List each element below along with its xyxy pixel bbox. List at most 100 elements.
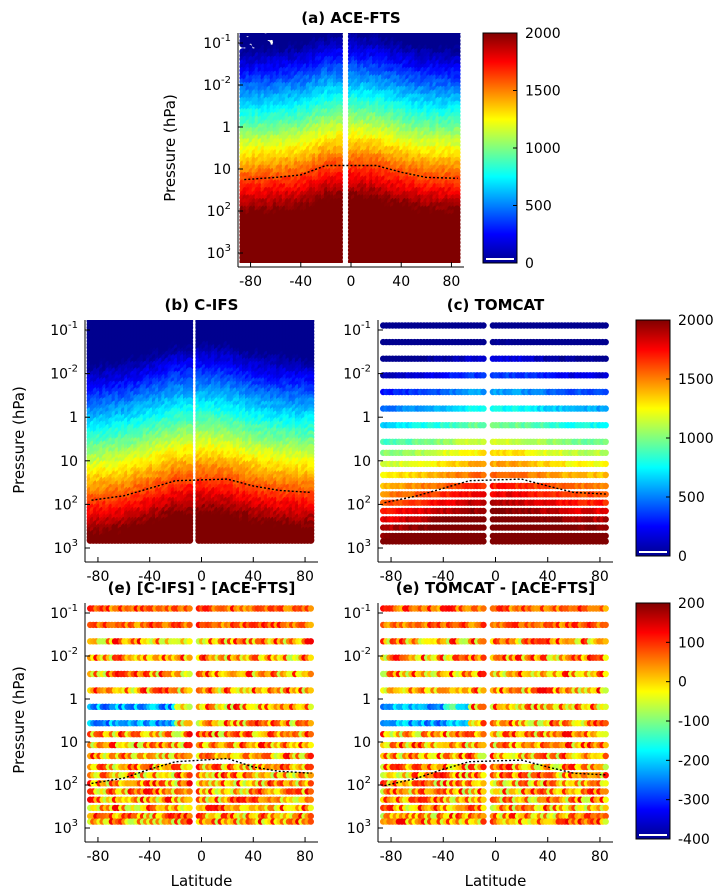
heat-cell — [90, 288, 97, 295]
heat-cell — [87, 281, 94, 288]
heat-cell — [108, 294, 115, 301]
heat-cell — [87, 284, 94, 291]
heat-cell — [96, 294, 103, 301]
heat-cell — [453, 257, 461, 263]
heat-cell — [99, 301, 106, 308]
heat-cell — [108, 291, 115, 298]
heat-cell — [111, 304, 118, 311]
panel-b: (b) C-IFS-80 -40 0 40 8010-110-2110102103Pre… — [10, 278, 318, 585]
heat-cell — [96, 281, 103, 288]
heat-cell — [99, 281, 106, 288]
heat-cell — [93, 304, 100, 311]
heat-cell — [108, 301, 115, 308]
heat-cell — [105, 291, 112, 298]
heat-cell — [93, 284, 100, 291]
heat-cell — [99, 288, 106, 295]
heat-cell — [102, 288, 109, 295]
y-tick-label: 103 — [207, 243, 231, 262]
heat-cell — [93, 291, 100, 298]
heat-cell — [87, 301, 94, 308]
heat-cell — [108, 298, 115, 305]
heat-cell — [105, 281, 112, 288]
heat-cell — [108, 304, 115, 311]
heat-cell — [93, 281, 100, 288]
heat-cell — [90, 284, 97, 291]
heat-cell — [102, 304, 109, 311]
heat-cell — [102, 281, 109, 288]
heat-cell — [102, 291, 109, 298]
heat-cell — [105, 298, 112, 305]
heat-cell — [93, 288, 100, 295]
heat-cell — [96, 298, 103, 305]
heat-cell — [111, 278, 118, 285]
heat-cell — [87, 304, 94, 311]
heat-cell — [99, 298, 106, 305]
heat-cell — [105, 278, 112, 285]
x-tick-label: -80 — [239, 274, 262, 290]
y-tick-label: 1 — [222, 120, 231, 136]
heat-cell — [99, 284, 106, 291]
heat-cell — [90, 281, 97, 288]
heat-cell — [87, 278, 94, 285]
heat-cell — [102, 311, 109, 318]
x-tick-label: 0 — [347, 274, 356, 290]
heat-cell — [105, 308, 112, 315]
x-tick-label: -40 — [289, 274, 312, 290]
heat-cell — [105, 288, 112, 295]
panel-title: (a) ACE-FTS — [301, 9, 400, 27]
heat-cell — [111, 298, 118, 305]
heat-cell — [93, 294, 100, 301]
heat-cell — [93, 278, 100, 285]
heat-cell — [111, 311, 118, 318]
heat-cell — [102, 284, 109, 291]
heat-cell — [90, 304, 97, 311]
heatmap-field — [86, 278, 315, 544]
heat-cell — [90, 311, 97, 318]
x-tick-label: 40 — [392, 274, 410, 290]
heat-cell — [105, 294, 112, 301]
panel-title: (b) C-IFS — [165, 296, 239, 314]
heat-cell — [102, 294, 109, 301]
heat-cell — [99, 308, 106, 315]
heat-cell — [102, 278, 109, 285]
heat-cell — [96, 291, 103, 298]
heat-cell — [93, 308, 100, 315]
heat-cell — [105, 311, 112, 318]
heat-cell — [87, 291, 94, 298]
heat-cell — [111, 308, 118, 315]
heat-cell — [111, 284, 118, 291]
heat-cell — [108, 284, 115, 291]
heat-cell — [90, 298, 97, 305]
heat-cell — [99, 311, 106, 318]
heat-cell — [105, 301, 112, 308]
heat-cell — [96, 311, 103, 318]
panel-a: (a) ACE-FTS-80 -40 0 40 8010-110-2110102103P… — [161, 9, 464, 290]
heat-cell — [96, 308, 103, 315]
heat-cell — [90, 291, 97, 298]
heat-cell — [99, 294, 106, 301]
x-tick-label: 80 — [443, 274, 461, 290]
heat-cell — [87, 298, 94, 305]
heat-cell — [111, 281, 118, 288]
heat-cell — [99, 278, 106, 285]
heat-cell — [105, 304, 112, 311]
y-tick-label: 10 — [213, 162, 231, 178]
heat-cell — [96, 284, 103, 291]
heatmap-field — [239, 33, 461, 263]
heat-cell — [102, 298, 109, 305]
heat-cell — [108, 281, 115, 288]
heat-cell — [90, 278, 97, 285]
heat-cell — [111, 291, 118, 298]
heat-cell — [96, 288, 103, 295]
heat-cell — [111, 294, 118, 301]
heat-cell — [96, 304, 103, 311]
tropopause-line — [244, 164, 458, 181]
y-tick-label: 102 — [207, 201, 231, 220]
heat-cell — [108, 288, 115, 295]
heat-cell — [108, 311, 115, 318]
heat-cell — [93, 301, 100, 308]
heat-cell — [111, 301, 118, 308]
heat-cell — [87, 311, 94, 318]
heat-cell — [108, 278, 115, 285]
heat-cell — [96, 301, 103, 308]
